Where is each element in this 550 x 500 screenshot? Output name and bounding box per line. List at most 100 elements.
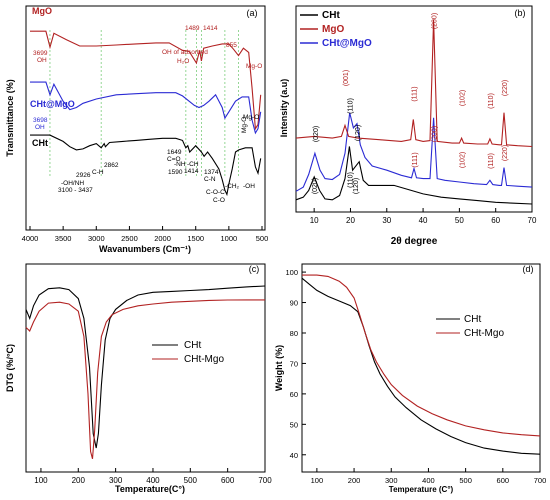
- x-tick-label: 1000: [221, 234, 238, 243]
- tga-y-axis-label: Weight (%): [274, 345, 284, 391]
- y-tick-label: 70: [290, 359, 298, 368]
- xrd-peak-label: (110): [488, 153, 495, 169]
- ftir-annotation: Mg-O: [241, 117, 248, 133]
- x-tick-label: 700: [534, 476, 547, 485]
- x-tick-label: 600: [497, 476, 510, 485]
- ftir-annotation: 1414: [184, 168, 199, 175]
- xrd-legend-label: CHt@MgO: [322, 38, 372, 49]
- xrd-peak-label: (120): [353, 178, 360, 194]
- xrd-peak-label: (200): [432, 126, 439, 142]
- ftir-annotation: 1489: [185, 25, 200, 32]
- tga-panel-tag: (d): [523, 264, 534, 274]
- xrd-peak-label: (020): [313, 126, 320, 142]
- tga-series-cht-mgo: [302, 274, 541, 437]
- y-tick-label: 100: [285, 268, 298, 277]
- xrd-peak-label: (111): [412, 152, 419, 167]
- ftir-annotation: -NH: [174, 161, 186, 168]
- tga-legend-label: CHt-Mgo: [464, 328, 504, 339]
- xrd-series-cht-mgo: [295, 112, 533, 192]
- ftir-annotation: 1414: [203, 25, 218, 32]
- tga-legend-label: CHt: [464, 314, 481, 325]
- tga-plot-frame: [301, 263, 541, 473]
- y-tick-label: 50: [290, 420, 298, 429]
- ftir-annotation: 2926: [76, 172, 91, 179]
- xrd-peak-label: (020): [312, 178, 319, 194]
- ftir-annotation: -OH/NH: [61, 180, 84, 187]
- x-tick-label: 60: [491, 216, 500, 225]
- ftir-annotation: -OH: [243, 183, 255, 190]
- xrd-peak-label: (102): [460, 90, 467, 106]
- y-tick-label: 80: [290, 329, 298, 338]
- ftir-annotation: 855: [226, 42, 237, 49]
- xrd-peak-label: (110): [348, 98, 355, 114]
- x-tick-label: 30: [382, 216, 391, 225]
- xrd-plot-frame: [295, 5, 533, 213]
- ftir-annotation: Mg-O: [243, 114, 259, 121]
- x-tick-label: 4000: [22, 234, 39, 243]
- ftir-annotation: C-O: [213, 197, 225, 204]
- dtg-series-cht: [25, 285, 266, 449]
- xrd-y-axis-label: Intensity (a.u): [279, 79, 289, 138]
- x-tick-label: 100: [311, 476, 324, 485]
- ftir-panel-tag: (a): [247, 8, 258, 18]
- ftir-annotation: C=O: [167, 156, 181, 163]
- xrd-series-cht: [295, 146, 533, 205]
- ftir-annotation: 1374: [204, 169, 219, 176]
- x-tick-label: 400: [146, 476, 160, 485]
- xrd-series-mgo: [295, 19, 533, 148]
- ftir-annotation: H₂O: [177, 58, 189, 65]
- ftir-annotation: C-O-C: [206, 189, 225, 196]
- xrd-peak-label: (220): [502, 80, 509, 96]
- xrd-peak-label: (110): [488, 93, 495, 109]
- x-tick-label: 3500: [55, 234, 72, 243]
- x-tick-label: 500: [459, 476, 472, 485]
- y-tick-label: 60: [290, 390, 298, 399]
- x-tick-label: 40: [419, 216, 428, 225]
- xrd-x-axis-label: 2θ degree: [391, 236, 438, 247]
- ftir-annotation: CHt: [32, 138, 48, 148]
- xrd-peak-label: (220): [502, 145, 509, 161]
- ftir-annotation: C-H: [92, 169, 104, 176]
- x-tick-label: 300: [385, 476, 398, 485]
- xrd-legend-label: MgO: [322, 24, 344, 35]
- xrd-peak-label: (110): [347, 172, 354, 188]
- dtg-legend-label: CHt: [184, 340, 201, 351]
- ftir-annotation: 1590: [168, 169, 183, 176]
- x-tick-label: 1500: [187, 234, 204, 243]
- ftir-annotation: OH of adsorbed: [162, 49, 208, 56]
- ftir-annotation: 3100 - 3437: [58, 187, 93, 194]
- x-tick-label: 700: [258, 476, 272, 485]
- dtg-legend-label: CHt-Mgo: [184, 354, 224, 365]
- xrd-peak-label: (102): [460, 152, 467, 168]
- ftir-plot-frame: [25, 5, 266, 231]
- ftir-annotation: C-N: [204, 176, 216, 183]
- xrd-peak-label: (111): [411, 86, 418, 101]
- x-tick-label: 200: [348, 476, 361, 485]
- dtg-x-axis-label: Temperature(C°): [115, 484, 185, 494]
- x-tick-label: 20: [346, 216, 355, 225]
- x-tick-label: 400: [422, 476, 435, 485]
- xrd-panel-tag: (b): [515, 8, 526, 18]
- ftir-annotation: OH: [37, 57, 47, 64]
- dtg-y-axis-label: DTG (%/°C): [5, 344, 15, 392]
- x-tick-label: 500: [256, 234, 269, 243]
- ftir-series-cht-mgo: [30, 81, 262, 135]
- x-tick-label: 10: [310, 216, 319, 225]
- xrd-peak-label: (120): [355, 125, 362, 141]
- xrd-peak-label: (001): [343, 70, 350, 86]
- ftir-annotation: MgO: [32, 6, 52, 16]
- x-tick-label: 500: [184, 476, 198, 485]
- x-tick-label: 300: [109, 476, 123, 485]
- x-tick-label: 200: [72, 476, 86, 485]
- ftir-annotation: CHt@MgO: [30, 99, 75, 109]
- dtg-panel-tag: (c): [249, 264, 260, 274]
- x-tick-label: 2500: [121, 234, 138, 243]
- ftir-annotation: 3698: [33, 117, 48, 124]
- x-tick-label: 70: [528, 216, 537, 225]
- ftir-series-mgo: [30, 30, 262, 131]
- ftir-annotation: Mg-O: [246, 63, 262, 70]
- x-tick-label: 3000: [88, 234, 105, 243]
- ftir-series-cht: [30, 134, 262, 197]
- x-tick-label: 50: [455, 216, 464, 225]
